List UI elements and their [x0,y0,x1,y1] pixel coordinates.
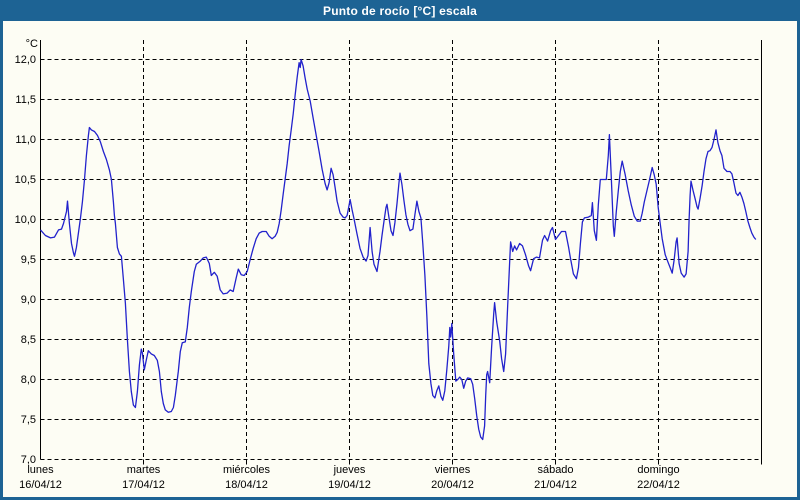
x-day-date: 16/04/12 [19,479,62,491]
y-tick-label: 7,0 [20,453,36,466]
x-day-label: miércoles 18/04/12 [195,463,299,493]
x-day-date: 22/04/12 [637,479,680,491]
x-day-weekday: domingo [637,464,680,476]
y-tick-label: 8,5 [20,333,36,346]
x-day-weekday: lunes [27,464,54,476]
x-day-weekday: sábado [537,464,574,476]
x-day-label: domingo 22/04/12 [607,463,711,493]
page-title: Punto de rocío [°C] escala [322,3,478,18]
x-day-weekday: viernes [434,464,471,476]
y-tick-label: 12,0 [14,53,36,66]
y-tick-label: 10,0 [14,213,36,226]
x-day-weekday: jueves [333,464,366,476]
y-tick-label: 9,5 [20,253,36,266]
x-day-date: 21/04/12 [534,479,577,491]
title-bar: Punto de rocío [°C] escala [3,0,797,21]
y-axis-unit-label: °C [25,38,38,50]
x-day-label: jueves 19/04/12 [298,463,402,493]
y-tick-label: 8,0 [20,373,36,386]
x-day-label: viernes 20/04/12 [401,463,505,493]
x-day-label: sábado 21/04/12 [504,463,608,493]
x-day-date: 17/04/12 [122,479,165,491]
y-tick-label: 11,0 [15,133,36,146]
y-tick-label: 10,5 [14,173,36,186]
x-day-label: lunes 16/04/12 [3,463,93,493]
dewpoint-line [40,58,757,441]
y-tick-label: 7,5 [20,413,36,426]
x-day-date: 18/04/12 [225,479,268,491]
x-day-label: martes 17/04/12 [92,463,196,493]
y-tick-label: 11,5 [15,93,36,106]
x-day-weekday: miércoles [222,464,271,476]
x-day-date: 19/04/12 [328,479,371,491]
x-day-weekday: martes [126,464,161,476]
y-tick-label: 9,0 [20,293,36,306]
x-day-date: 20/04/12 [431,479,474,491]
